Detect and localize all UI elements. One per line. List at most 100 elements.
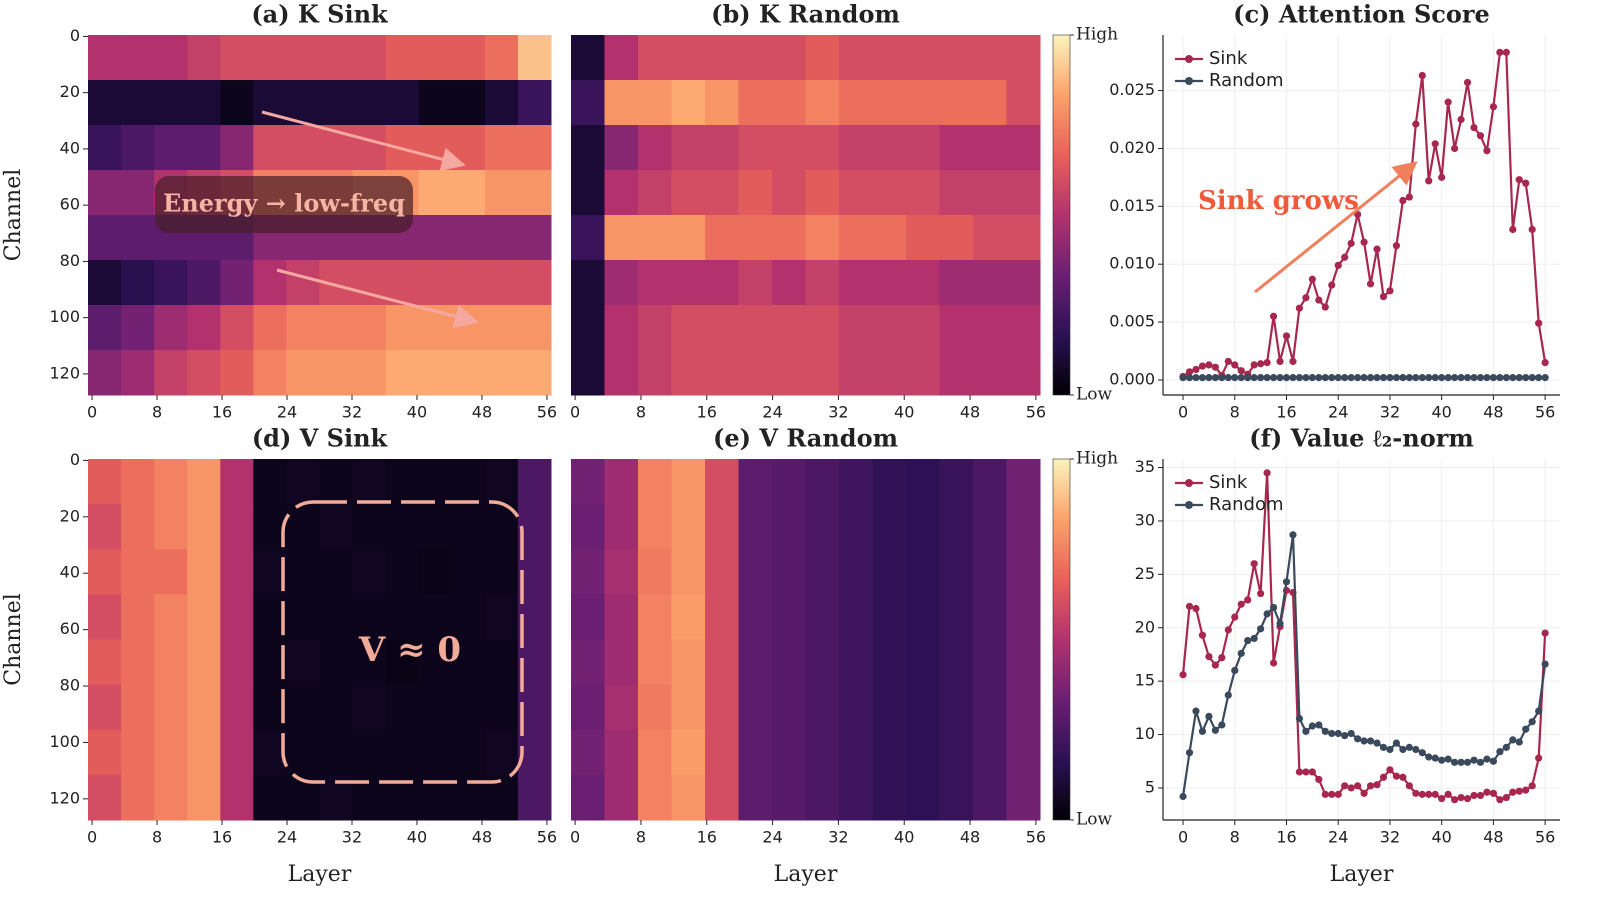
data-point <box>1334 374 1342 382</box>
heatmap-cell <box>906 729 940 776</box>
x-tick-label: 48 <box>472 403 492 422</box>
heatmap-cell <box>418 350 453 396</box>
heatmap-cell <box>121 774 155 821</box>
heatmap-cell <box>385 260 420 306</box>
heatmap-cell <box>220 549 254 595</box>
heatmap-cell <box>805 774 840 821</box>
data-point <box>1451 144 1459 153</box>
heatmap-cell <box>772 639 806 686</box>
heatmap-cell <box>154 350 188 396</box>
heatmap-cell <box>352 504 387 550</box>
heatmap-cell <box>772 459 806 505</box>
heatmap-cell <box>638 305 672 351</box>
heatmap-cell <box>638 459 672 505</box>
heatmap-cell <box>571 729 605 776</box>
heatmap-cell <box>187 125 221 171</box>
heatmap-cell <box>121 594 155 640</box>
data-point <box>1438 795 1446 803</box>
heatmap-cell <box>973 459 1007 505</box>
data-point <box>1211 661 1219 669</box>
data-point <box>1444 755 1452 763</box>
x-tick-label: 16 <box>212 828 232 847</box>
heatmap-cell <box>187 504 221 550</box>
y-tick-label: 0.000 <box>1109 369 1155 388</box>
legend-label: Sink <box>1209 48 1248 69</box>
heatmap-cell <box>484 170 519 216</box>
heatmap-cell <box>121 350 155 396</box>
heatmap-cell <box>738 459 773 505</box>
y-tick-label: 100 <box>49 732 80 751</box>
data-point <box>1470 374 1478 382</box>
heatmap-cell <box>872 305 907 351</box>
heatmap-cell <box>973 125 1007 171</box>
heatmap-cell <box>484 729 519 776</box>
heatmap-cell <box>805 305 840 351</box>
heatmap-cell <box>571 594 605 640</box>
heatmap-cell <box>88 215 122 261</box>
heatmap-cell <box>671 774 706 821</box>
heatmap-cell <box>839 35 873 81</box>
x-tick-label: 56 <box>1535 403 1555 422</box>
data-point <box>1237 374 1245 382</box>
data-point <box>1438 173 1446 181</box>
heatmap-cell <box>187 350 221 396</box>
heatmap-cell <box>88 260 122 306</box>
data-point <box>1509 736 1517 744</box>
heatmap-cell <box>705 80 739 126</box>
heatmap-cell <box>738 774 773 821</box>
data-point <box>1185 374 1194 382</box>
y-tick-label: 120 <box>49 788 80 807</box>
x-tick-label: 40 <box>1431 828 1451 847</box>
heatmap-cell <box>484 549 519 595</box>
data-point <box>1476 791 1485 800</box>
legend-label: Random <box>1209 494 1284 515</box>
data-point <box>1218 654 1226 662</box>
heatmap-cell <box>939 684 974 731</box>
heatmap-cell <box>604 504 639 550</box>
heatmap-cell <box>1006 170 1041 216</box>
data-point <box>1231 613 1239 621</box>
heatmap-cell <box>638 774 672 821</box>
data-point <box>1269 603 1278 612</box>
data-point <box>1535 374 1543 382</box>
heatmap-cell <box>939 594 974 640</box>
heatmap-cell <box>571 504 605 550</box>
data-point <box>1282 374 1291 382</box>
heatmap-cell <box>805 215 840 261</box>
colorbar-tick-label: Low <box>1076 810 1113 830</box>
heatmap-cell <box>738 215 773 261</box>
heatmap-cell <box>638 350 672 396</box>
data-point <box>1528 225 1536 234</box>
heatmap-cell <box>705 350 739 396</box>
data-point <box>1308 722 1316 730</box>
data-point <box>1483 755 1491 763</box>
heatmap-cell <box>973 80 1007 126</box>
heatmap-cell <box>772 350 806 396</box>
heatmap-cell <box>973 350 1007 396</box>
data-point <box>1185 749 1194 757</box>
heatmap-cell <box>705 684 739 731</box>
y-tick-label: 0.005 <box>1109 312 1155 331</box>
heatmap-cell <box>939 639 974 686</box>
y-tick-label: 0.010 <box>1109 254 1155 273</box>
heatmap-cell <box>1006 459 1041 505</box>
heatmap-cell <box>121 35 155 81</box>
data-point <box>1289 531 1297 539</box>
heatmap-cell <box>154 260 188 306</box>
heatmap-cell <box>571 549 605 595</box>
x-tick-label: 16 <box>1276 403 1296 422</box>
heatmap-cell <box>571 215 605 261</box>
heatmap-cell <box>385 80 420 126</box>
heatmap-cell <box>839 774 873 821</box>
heatmap-cell <box>286 504 320 550</box>
heatmap-cell <box>973 215 1007 261</box>
heatmap-cell <box>418 170 453 216</box>
data-point <box>1315 374 1323 382</box>
data-point <box>1308 275 1316 283</box>
data-point <box>1276 357 1284 366</box>
colorbar <box>1052 458 1071 821</box>
heatmap-cell <box>872 459 907 505</box>
panel-title: (a) K Sink <box>251 0 389 29</box>
heatmap-cell <box>319 459 354 505</box>
